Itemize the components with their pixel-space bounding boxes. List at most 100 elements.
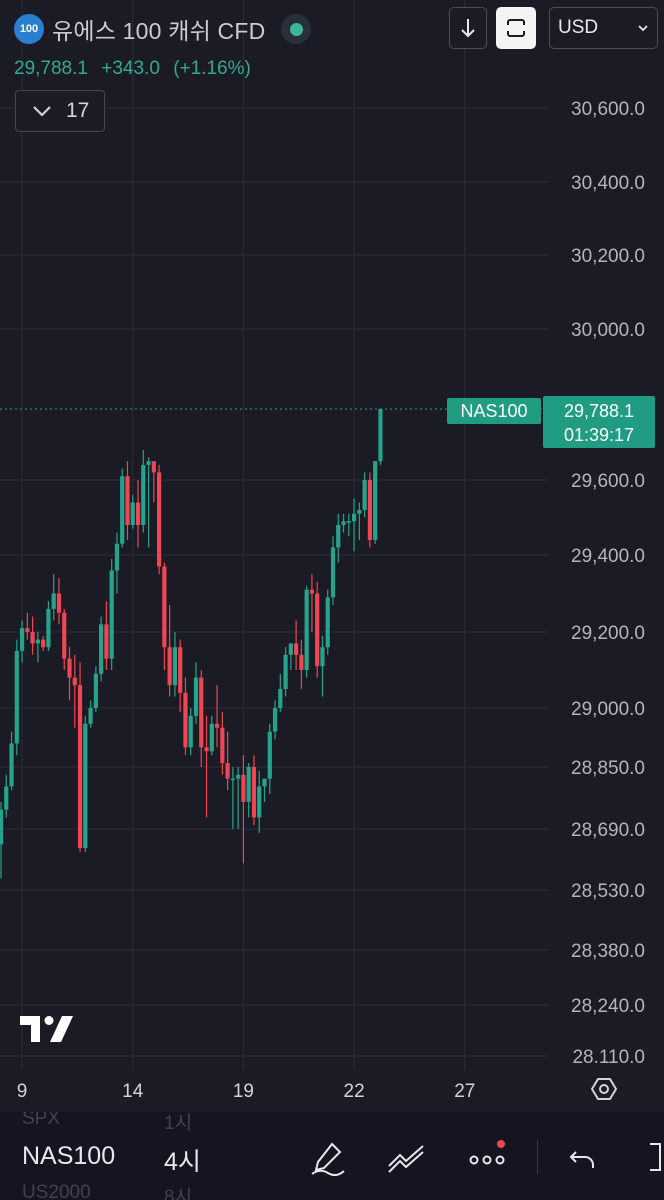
pen-icon[interactable] [310, 1140, 346, 1176]
candle [330, 536, 336, 606]
candle-body [109, 570, 114, 659]
candle-body [0, 809, 4, 845]
candle-body [330, 547, 336, 598]
candle [99, 616, 104, 682]
candle-body [114, 543, 120, 571]
candle-body [199, 677, 204, 748]
candle-body [83, 723, 88, 849]
candle [199, 670, 204, 767]
price-tick-label: 29,200.0 [571, 623, 645, 644]
price-tick-label: 28,380.0 [571, 941, 645, 962]
candle-body [46, 608, 51, 648]
candle [299, 639, 304, 689]
candle-body [99, 624, 104, 674]
price-tick-label: 30,000.0 [571, 320, 645, 341]
time-tick-label: 27 [454, 1081, 475, 1102]
candle [309, 574, 315, 632]
candle-body [362, 480, 367, 510]
trend-lines-icon[interactable] [386, 1140, 428, 1176]
time-axis: 9 14 19 22 27 [17, 1081, 476, 1102]
candle [325, 589, 330, 655]
candle-body [172, 647, 178, 686]
candlestick-chart[interactable]: 30,600.0 30,400.0 30,200.0 30,000.0 29,600.0… [0, 0, 664, 1112]
fullscreen-button[interactable] [496, 7, 536, 49]
candle-body [288, 643, 293, 655]
arrow-down-icon [461, 19, 475, 38]
candle [351, 498, 357, 552]
tradingview-logo[interactable] [18, 1014, 74, 1044]
candle-body [257, 786, 262, 818]
symbol-picker[interactable]: NAS100 [22, 1142, 116, 1170]
candle [157, 464, 162, 575]
candle [41, 635, 46, 651]
indicator-count: 17 [66, 99, 90, 122]
candle-body [225, 763, 230, 779]
candle-body [120, 476, 125, 544]
candle-body [220, 727, 225, 764]
symbol-header[interactable]: 100 유에스 100 캐쉬 CFD [14, 12, 312, 46]
ghost-prev-symbol: SPX [22, 1112, 61, 1129]
candle-body [341, 521, 346, 525]
candle [214, 685, 220, 748]
candle-body [25, 628, 30, 632]
candle [257, 770, 262, 833]
time-tick-label: 9 [17, 1081, 28, 1102]
more-dots-icon[interactable] [468, 1140, 510, 1176]
candle-body [19, 628, 25, 651]
candle [209, 715, 214, 756]
interval-picker[interactable]: 4시 [164, 1148, 201, 1176]
indicators-toggle-button[interactable]: 17 [15, 90, 105, 132]
candle-body [125, 476, 130, 525]
candle-body [262, 778, 267, 787]
candle [109, 558, 114, 670]
candle-body [251, 767, 257, 818]
candle [72, 654, 77, 728]
symbol-title[interactable]: 유에스 100 캐쉬 CFD [52, 18, 266, 44]
market-status-icon[interactable] [281, 14, 312, 44]
symbol-tag: NAS100 [460, 401, 527, 421]
candle [346, 513, 351, 537]
candle-body [351, 513, 357, 522]
candle [120, 468, 125, 548]
price-tick-label: 30,600.0 [571, 99, 645, 120]
candle [236, 767, 241, 829]
candle-body [104, 624, 109, 659]
candle [320, 635, 325, 697]
candle-body [367, 480, 372, 540]
candle [267, 723, 272, 795]
candle-body [14, 651, 19, 744]
toolbar-divider [537, 1140, 538, 1174]
candle-body [67, 658, 72, 678]
candle-body [304, 589, 309, 670]
price-tick-label: 28,240.0 [571, 996, 645, 1017]
bottom-toolbar: SPX 1시 NAS100 4시 US2000 8시 [0, 1112, 664, 1200]
price-tick-label: 30,400.0 [571, 173, 645, 194]
symbol-badge: 100 [14, 14, 44, 44]
candle [35, 632, 40, 663]
candle-body [135, 502, 141, 525]
currency-select[interactable]: USD [549, 7, 658, 49]
candle-body [246, 767, 251, 802]
candle [135, 480, 141, 548]
candle [130, 495, 135, 529]
time-tick-label: 19 [233, 1081, 254, 1102]
price-tick-label: 28,530.0 [571, 881, 645, 902]
candle-body [357, 510, 362, 514]
candle-body [283, 654, 288, 689]
candle [67, 647, 72, 701]
candle-body [378, 409, 383, 462]
gear-icon[interactable] [591, 1076, 617, 1102]
undo-icon[interactable] [568, 1140, 596, 1176]
candle [9, 731, 14, 791]
redo-icon[interactable] [646, 1140, 664, 1176]
candle-body [346, 521, 351, 523]
candle [341, 513, 346, 533]
candle-body [294, 643, 299, 655]
candle-body [272, 708, 278, 732]
candle [151, 461, 156, 503]
candle-body [41, 639, 46, 648]
candle [373, 461, 378, 544]
download-button[interactable] [449, 7, 487, 49]
ghost-next-symbol: US2000 [22, 1182, 91, 1200]
candle [367, 472, 372, 548]
